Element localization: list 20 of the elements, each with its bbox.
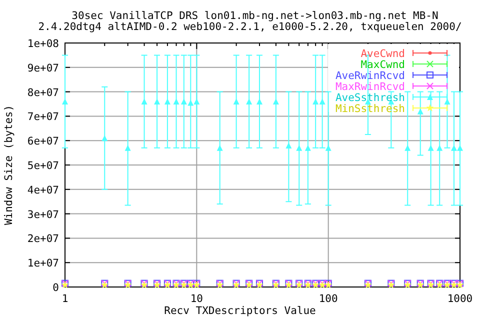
y-tick-label: 7e+07 [27,111,59,124]
x-tick-label: 1 [62,293,68,305]
x-tick-label: 10 [190,293,203,305]
y-tick-label: 0 [52,282,59,294]
x-axis-title: Recv TXDescriptors Value [164,305,316,317]
y-tick-label: 3e+07 [27,208,59,221]
y-tick-label: 1e+07 [27,258,59,270]
y-tick-label: 2e+07 [27,233,59,246]
y-tick-label: 6e+07 [27,136,59,148]
y-tick-label: 5e+07 [27,160,59,172]
y-tick-label: 1e+08 [27,38,59,50]
legend-label: AveCwnd [360,48,405,60]
y-tick-label: 4e+07 [27,184,59,196]
y-tick-label: 8e+07 [27,86,59,99]
y-axis-title: Window Size (bytes) [3,104,15,226]
x-tick-label: 1000 [447,293,473,305]
y-tick-label: 9e+07 [27,62,59,74]
chart-subtitle: 2.4.20dtg4 altAIMD-0.2 web100-2.2.1, e1000-5.2.20, txqueuelen 2000/ [38,21,462,33]
chart-title: 30sec VanillaTCP DRS lon01.mb-ng.net->lon03.mb-ng.net MB-N [72,10,438,22]
x-tick-label: 100 [318,293,338,305]
